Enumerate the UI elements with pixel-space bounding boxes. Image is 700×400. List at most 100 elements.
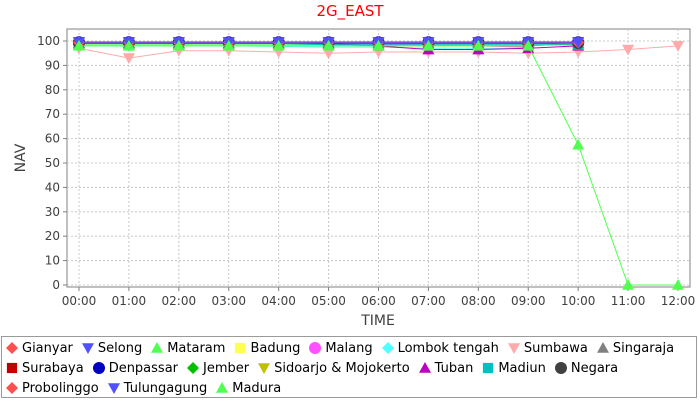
legend-marker-icon bbox=[6, 362, 18, 374]
legend-item: Negara bbox=[554, 358, 618, 378]
data-point bbox=[122, 53, 135, 65]
legend-label: Surabaya bbox=[22, 360, 84, 376]
y-tick-label: 30 bbox=[45, 205, 60, 219]
chart: 2G_EAST 0 10 20 30 40 50 60 70 80 90 100 00:00 01:00… bbox=[13, 2, 695, 329]
legend-swatch bbox=[309, 342, 322, 354]
legend-label: Madiun bbox=[498, 360, 546, 376]
legend-label: Madura bbox=[232, 380, 282, 396]
x-tick-label: 01:00 bbox=[112, 294, 147, 308]
legend-marker-icon bbox=[554, 362, 567, 374]
legend-swatch bbox=[6, 362, 18, 374]
legend-marker-icon bbox=[258, 363, 271, 374]
legend-marker-icon bbox=[483, 362, 494, 374]
series-layer bbox=[73, 36, 684, 290]
x-tick-label: 00:00 bbox=[62, 294, 97, 308]
data-point bbox=[73, 39, 85, 51]
y-tick-label: 80 bbox=[45, 83, 60, 97]
legend-marker-icon bbox=[418, 362, 431, 373]
legend-marker-icon bbox=[151, 342, 164, 353]
data-point bbox=[522, 39, 535, 51]
legend-label: Tulungagung bbox=[123, 380, 208, 396]
legend-marker-icon bbox=[216, 382, 229, 393]
axes: 0 10 20 30 40 50 60 70 80 90 100 00:00 01:00 02:00 03:… bbox=[37, 34, 695, 308]
x-tick-label: 06:00 bbox=[361, 294, 396, 308]
legend-item: Gianyar bbox=[5, 338, 73, 358]
data-point bbox=[372, 39, 385, 51]
legend-label: Singaraja bbox=[612, 340, 675, 356]
legend-swatch bbox=[418, 362, 431, 373]
legend-label: Malang bbox=[325, 340, 373, 356]
x-axis-label: TIME bbox=[360, 313, 395, 329]
legend-label: Lombok tengah bbox=[397, 340, 499, 356]
legend-swatch bbox=[381, 342, 394, 354]
legend-label: Probolinggo bbox=[22, 380, 99, 396]
legend-item: Surabaya bbox=[5, 358, 84, 378]
data-point bbox=[572, 37, 585, 49]
x-tick-label: 03:00 bbox=[211, 294, 246, 308]
legend-swatch bbox=[554, 362, 567, 374]
legend-item: Lombok tengah bbox=[381, 338, 499, 358]
legend-marker-icon bbox=[187, 362, 200, 374]
y-tick-label: 70 bbox=[45, 107, 60, 121]
data-point bbox=[322, 48, 335, 60]
grid bbox=[67, 29, 690, 287]
data-point bbox=[572, 138, 585, 150]
data-point bbox=[222, 39, 235, 51]
legend-marker-icon bbox=[81, 343, 94, 354]
legend-item: Denpassar bbox=[92, 358, 178, 378]
y-tick-label: 50 bbox=[45, 156, 60, 170]
legend-label: Badung bbox=[250, 340, 301, 356]
legend-item: Malang bbox=[308, 338, 373, 358]
legend-swatch bbox=[81, 343, 94, 354]
legend-item: Tulungagung bbox=[107, 378, 208, 398]
legend-swatch bbox=[258, 363, 271, 374]
x-tick-label: 04:00 bbox=[261, 294, 296, 308]
data-point bbox=[272, 39, 285, 51]
legend-item: Selong bbox=[81, 338, 142, 358]
legend-swatch bbox=[483, 362, 494, 374]
series-madura bbox=[73, 39, 684, 290]
legend-label: Jember bbox=[203, 360, 250, 376]
data-point bbox=[322, 39, 335, 51]
legend-label: Denpassar bbox=[108, 360, 179, 376]
x-tick-label: 11:00 bbox=[611, 294, 646, 308]
legend-marker-icon bbox=[92, 362, 105, 374]
legend-swatch bbox=[151, 342, 164, 353]
legend-item: Badung bbox=[233, 338, 300, 358]
legend-label: Mataram bbox=[167, 340, 226, 356]
x-tick-label: 09:00 bbox=[511, 294, 546, 308]
legend-marker-icon bbox=[381, 342, 394, 354]
data-point bbox=[422, 39, 435, 51]
data-point bbox=[672, 41, 684, 52]
legend-swatch bbox=[507, 343, 520, 354]
legend-swatch bbox=[6, 382, 18, 394]
legend-label: Sumbawa bbox=[523, 340, 588, 356]
legend-marker-icon bbox=[6, 342, 18, 354]
chart-title: 2G_EAST bbox=[316, 2, 384, 21]
x-tick-label: 08:00 bbox=[461, 294, 496, 308]
data-point bbox=[172, 39, 185, 51]
legend-swatch bbox=[6, 342, 18, 354]
legend-item: Mataram bbox=[150, 338, 225, 358]
legend-marker-icon bbox=[235, 342, 246, 354]
legend-marker-icon bbox=[6, 382, 18, 394]
y-tick-label: 60 bbox=[45, 132, 60, 146]
y-tick-label: 100 bbox=[37, 34, 60, 48]
x-tick-label: 07:00 bbox=[411, 294, 446, 308]
y-tick-label: 20 bbox=[45, 229, 60, 243]
y-axis-label: NAV bbox=[13, 143, 29, 172]
legend-swatch bbox=[92, 362, 105, 374]
legend-swatch bbox=[107, 383, 120, 394]
y-tick-label: 0 bbox=[52, 278, 60, 292]
legend-label: Gianyar bbox=[22, 340, 73, 356]
x-tick-label: 12:00 bbox=[661, 294, 696, 308]
y-tick-label: 10 bbox=[45, 254, 60, 268]
data-point bbox=[622, 279, 635, 290]
legend-item: Sidoarjo & Mojokerto bbox=[257, 358, 410, 378]
data-point bbox=[472, 39, 485, 51]
legend-marker-icon bbox=[596, 342, 609, 353]
legend-swatch bbox=[596, 342, 609, 353]
legend-marker-icon bbox=[107, 383, 120, 394]
data-point bbox=[122, 39, 135, 51]
legend-marker-icon bbox=[309, 342, 322, 354]
